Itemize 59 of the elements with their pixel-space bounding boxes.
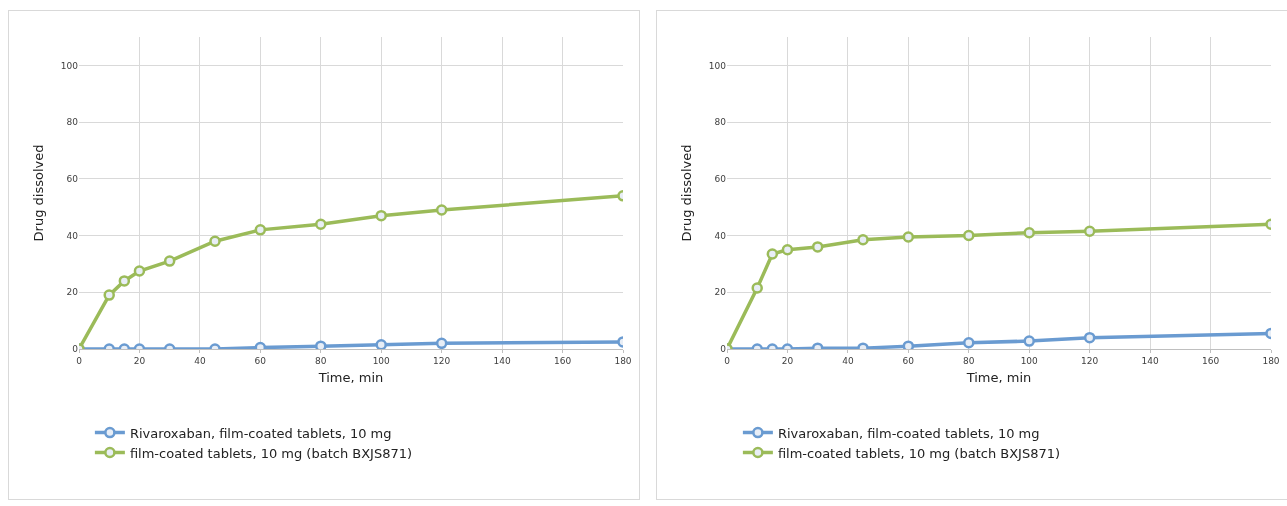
x-tick-label: 80 [963,355,975,366]
x-tick-label: 140 [1141,355,1159,366]
point [751,282,763,294]
x-tick-label: 160 [553,355,572,366]
y-tick-label: 0 [720,344,727,355]
x-tick-label: 140 [493,355,511,366]
point [315,218,327,230]
point [435,337,448,349]
point [781,243,794,256]
y-axis-title: Drug dissolved [30,144,46,242]
x-tick-label: 120 [1081,355,1099,366]
x-axis-title: Time, min [965,370,1032,386]
point [1083,225,1096,238]
point [375,209,387,222]
legend-label: film-coated tablets, 10 mg (batch BXJS871) [129,445,413,461]
legend-label: Rivaroxaban, film-coated tablets, 10 mg [129,425,392,441]
y-tick-label: 40 [66,230,79,241]
point [435,204,448,216]
y-tick-label: 20 [714,287,727,298]
y-axis-title: Drug dissolved [678,144,694,242]
x-tick-label: 20 [781,355,794,366]
point [857,234,869,246]
y-tick-label: 100 [708,60,727,71]
x-tick-label: 120 [433,355,451,366]
y-tick-label: 80 [714,117,727,128]
point [811,241,824,253]
x-axis-title: Time, min [317,370,384,386]
y-tick-label: 60 [714,173,727,184]
x-tick-label: 100 [372,355,391,366]
point [766,248,779,260]
x-tick-label: 60 [902,355,915,366]
y-tick-label: 100 [60,60,79,71]
point [163,255,176,267]
x-tick-label: 180 [614,355,632,366]
x-tick-label: 40 [842,355,854,366]
x-tick-label: 40 [194,355,206,366]
x-tick-label: 60 [254,355,267,366]
point [209,235,221,247]
x-tick-label: 100 [1020,355,1039,366]
point [902,231,915,243]
point [118,275,131,287]
point [103,289,115,301]
point [1023,226,1035,239]
x-tick-label: 80 [315,355,327,366]
x-tick-label: 20 [133,355,146,366]
y-tick-label: 20 [66,287,79,298]
y-tick-label: 40 [714,230,727,241]
x-tick-label: 160 [1201,355,1220,366]
point [375,339,387,349]
legend-label: Rivaroxaban, film-coated tablets, 10 mg [777,425,1040,441]
point [133,265,146,277]
y-tick-label: 80 [66,117,79,128]
y-tick-label: 0 [72,344,79,355]
y-tick-label: 60 [66,173,79,184]
x-tick-label: 180 [1262,355,1280,366]
point [963,229,975,242]
point [315,340,327,349]
point [254,224,267,236]
legend-label: film-coated tablets, 10 mg (batch BXJS871) [777,445,1061,461]
